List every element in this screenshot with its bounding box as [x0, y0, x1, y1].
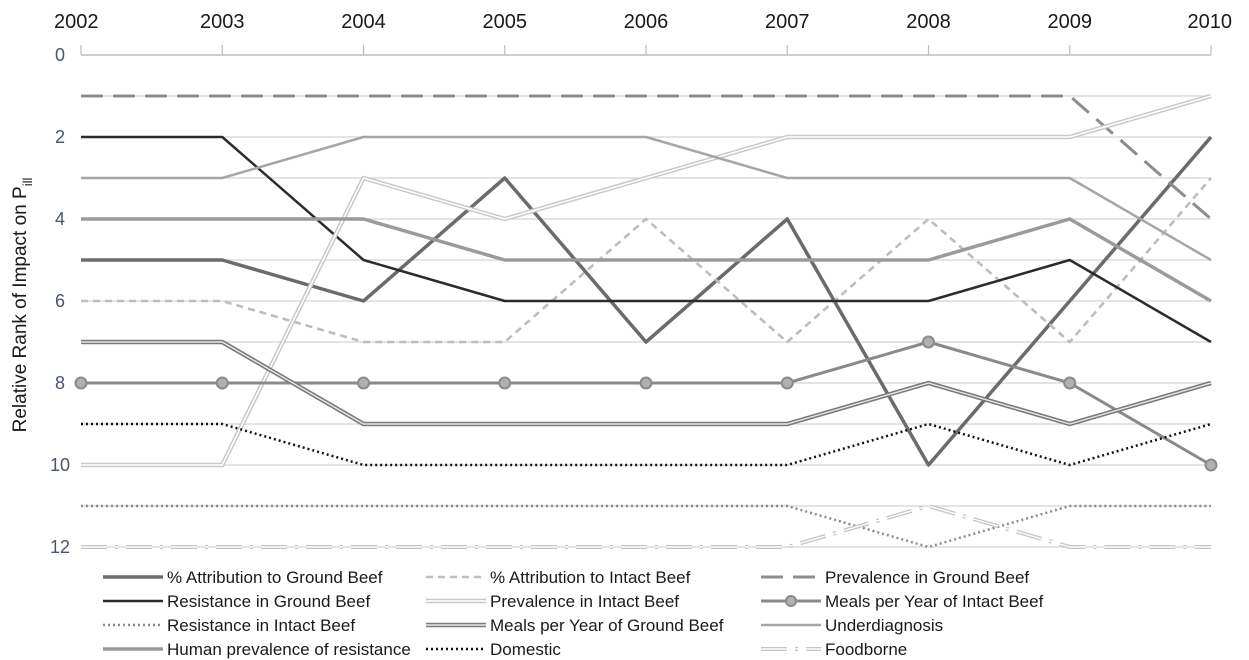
legend-label: Resistance in Intact Beef [167, 616, 355, 635]
y-axis-label-sub: ill [20, 178, 35, 187]
y-axis-label-main: Relative Rank of Impact on P [10, 186, 31, 432]
legend-item: Resistance in Ground Beef [103, 592, 370, 611]
legend-item: Prevalence in Ground Beef [761, 568, 1029, 587]
y-tick-label: 4 [55, 209, 65, 229]
x-tick-label: 2007 [765, 11, 810, 33]
y-tick-label: 10 [50, 455, 70, 475]
legend-item: Human prevalence of resistance [103, 640, 411, 659]
y-tick-label: 0 [55, 45, 65, 65]
legend-item: Meals per Year of Intact Beef [761, 592, 1044, 611]
series-point [498, 376, 512, 390]
legend-item: % Attribution to Intact Beef [426, 568, 691, 587]
series-point [74, 376, 88, 390]
x-tick-label: 2002 [54, 11, 99, 33]
series-point [1204, 458, 1218, 472]
legend-label: Prevalence in Ground Beef [825, 568, 1029, 587]
y-tick-label: 8 [55, 373, 65, 393]
legend-label: Foodborne [825, 640, 907, 659]
legend-label: Meals per Year of Ground Beef [490, 616, 724, 635]
legend-item: Foodborne [761, 640, 907, 659]
series-layer [74, 93, 1218, 549]
legend-item: Underdiagnosis [761, 616, 943, 635]
legend-item: Resistance in Intact Beef [103, 616, 355, 635]
series-line [81, 422, 1212, 467]
series-line [81, 217, 1212, 303]
legend-item: Prevalence in Intact Beef [426, 592, 679, 611]
legend-item: Meals per Year of Ground Beef [426, 616, 724, 635]
y-axis-label: Relative Rank of Impact on Pill [10, 178, 35, 433]
series-point [215, 376, 229, 390]
series-line [81, 94, 1212, 221]
x-tick-label: 2006 [624, 11, 669, 33]
legend-label: Human prevalence of resistance [167, 640, 411, 659]
legend-label: Underdiagnosis [825, 616, 943, 635]
series-point [639, 376, 653, 390]
series-point [922, 335, 935, 349]
series-line [81, 177, 1212, 344]
x-tick-label: 2008 [906, 11, 951, 33]
series-line [81, 135, 1213, 467]
x-tick-label: 2005 [483, 11, 528, 33]
legend-label: Meals per Year of Intact Beef [825, 592, 1044, 611]
legend-label: % Attribution to Ground Beef [167, 568, 383, 587]
legend-label: Resistance in Ground Beef [167, 592, 370, 611]
series-line [81, 341, 1212, 425]
series-line [81, 135, 1212, 262]
y-tick-label: 6 [55, 291, 65, 311]
legend-label: Prevalence in Intact Beef [490, 592, 679, 611]
legend-label: % Attribution to Intact Beef [490, 568, 691, 587]
legend-marker [785, 595, 797, 607]
series-line [81, 93, 1212, 468]
series-point [780, 376, 794, 390]
y-tick-label: 12 [50, 537, 70, 557]
x-tick-label: 2010 [1188, 11, 1233, 33]
y-tick-label: 2 [55, 127, 65, 147]
x-tick-label: 2009 [1048, 11, 1093, 33]
axis-layer: 2002 2003 2004 2005 2006 2007 2008 2009 2010 0 2 4 6… [50, 11, 1232, 557]
series-line [81, 504, 1211, 549]
legend-item: % Attribution to Ground Beef [103, 568, 383, 587]
series-line [81, 505, 1211, 548]
legend-item: Domestic [426, 640, 561, 659]
series-line [81, 504, 1211, 549]
legend-label: Domestic [490, 640, 561, 659]
x-tick-label: 2003 [200, 11, 245, 33]
series-point [1063, 376, 1077, 390]
x-tick-label: 2004 [341, 11, 386, 33]
series-line [81, 135, 1212, 344]
legend: % Attribution to Ground Beef % Attributio… [103, 568, 1044, 659]
series-point [357, 376, 370, 390]
